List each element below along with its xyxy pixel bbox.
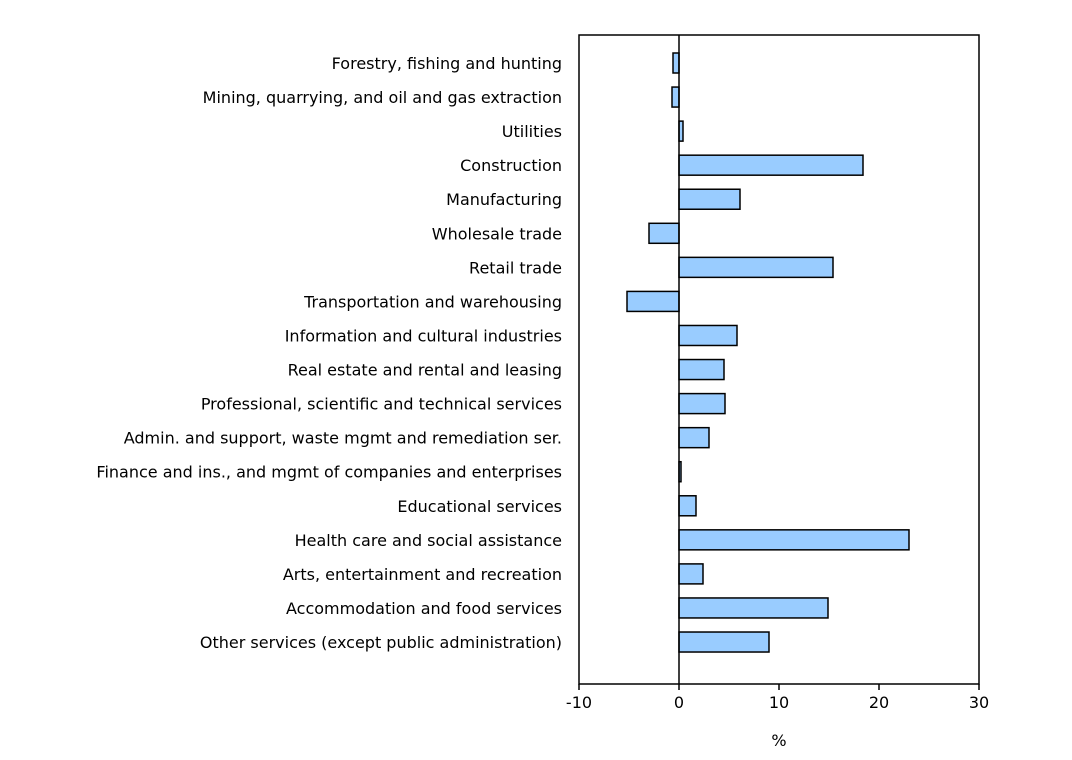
bar bbox=[671, 86, 680, 108]
category-label: Arts, entertainment and recreation bbox=[283, 565, 562, 584]
bar bbox=[678, 324, 738, 347]
bar bbox=[626, 290, 680, 313]
category-label: Forestry, fishing and hunting bbox=[332, 54, 562, 73]
category-label: Other services (except public administra… bbox=[200, 633, 562, 652]
bar bbox=[678, 358, 725, 381]
x-tick-label: -10 bbox=[566, 693, 592, 712]
bar bbox=[678, 426, 710, 449]
category-label: Utilities bbox=[502, 122, 562, 141]
x-tick-label: 20 bbox=[869, 693, 889, 712]
category-label: Information and cultural industries bbox=[285, 326, 562, 345]
bar bbox=[678, 529, 910, 551]
bar bbox=[678, 154, 864, 176]
category-label: Mining, quarrying, and oil and gas extra… bbox=[203, 88, 562, 107]
bar bbox=[678, 597, 829, 619]
category-label: Educational services bbox=[397, 497, 562, 516]
bar bbox=[678, 392, 726, 415]
bar bbox=[648, 222, 680, 245]
category-label: Retail trade bbox=[469, 258, 562, 277]
category-label: Transportation and warehousing bbox=[303, 292, 562, 311]
plot-frame bbox=[578, 34, 980, 685]
bar bbox=[678, 631, 770, 653]
category-label: Real estate and rental and leasing bbox=[288, 361, 562, 380]
category-label: Wholesale trade bbox=[432, 224, 562, 243]
category-label: Health care and social assistance bbox=[295, 531, 562, 550]
bar bbox=[678, 563, 704, 585]
category-label: Construction bbox=[460, 156, 562, 175]
category-label: Professional, scientific and technical s… bbox=[201, 395, 562, 414]
x-axis-label: % bbox=[771, 731, 786, 750]
bar bbox=[678, 256, 834, 279]
category-label: Finance and ins., and mgmt of companies … bbox=[96, 463, 562, 482]
category-label: Manufacturing bbox=[446, 190, 562, 209]
x-tick-label: 30 bbox=[969, 693, 989, 712]
bar bbox=[678, 188, 741, 210]
x-tick-label: 0 bbox=[674, 693, 684, 712]
x-tick-label: 10 bbox=[769, 693, 789, 712]
bar bbox=[678, 495, 697, 517]
category-label: Admin. and support, waste mgmt and remed… bbox=[124, 429, 562, 448]
category-label: Accommodation and food services bbox=[286, 599, 562, 618]
bar bbox=[672, 52, 680, 74]
